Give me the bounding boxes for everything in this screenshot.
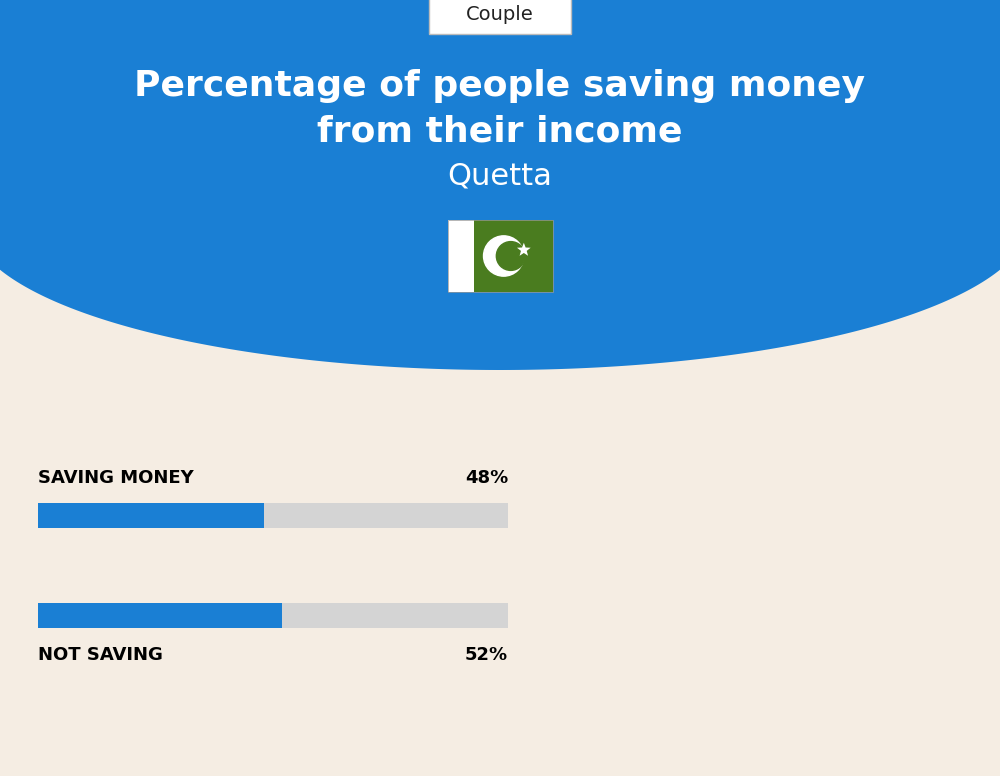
- Text: Percentage of people saving money: Percentage of people saving money: [134, 69, 866, 103]
- Text: SAVING MONEY: SAVING MONEY: [38, 469, 194, 487]
- Bar: [448, 220, 552, 292]
- Text: 52%: 52%: [465, 646, 508, 664]
- Bar: [38, 603, 508, 628]
- Bar: [474, 220, 552, 292]
- Polygon shape: [517, 243, 531, 256]
- FancyBboxPatch shape: [429, 0, 571, 34]
- Text: 48%: 48%: [465, 469, 508, 487]
- Circle shape: [496, 241, 525, 270]
- Bar: [38, 503, 264, 528]
- Circle shape: [484, 236, 524, 276]
- Text: Quetta: Quetta: [448, 161, 552, 190]
- Text: NOT SAVING: NOT SAVING: [38, 646, 163, 664]
- Text: from their income: from their income: [317, 114, 683, 148]
- Bar: [448, 220, 474, 292]
- Bar: [38, 603, 282, 628]
- Text: Couple: Couple: [466, 5, 534, 23]
- Polygon shape: [0, 0, 1000, 370]
- Bar: [38, 503, 508, 528]
